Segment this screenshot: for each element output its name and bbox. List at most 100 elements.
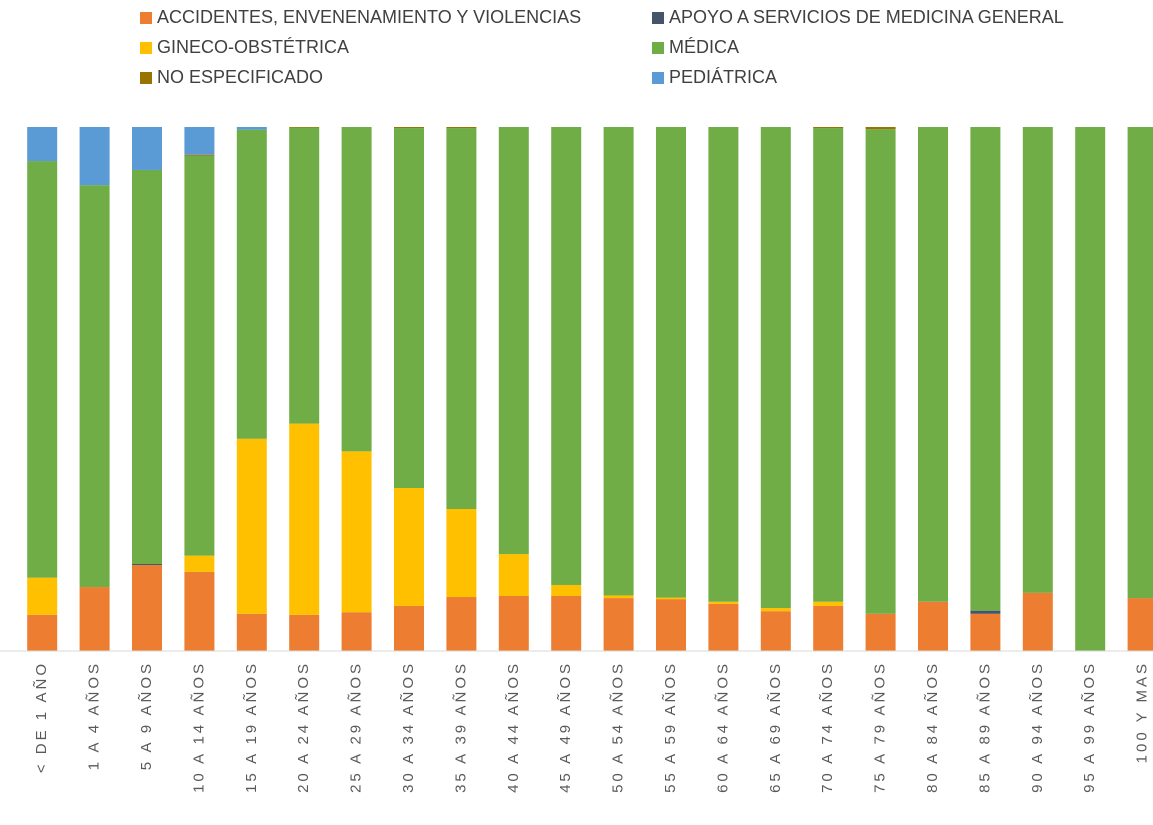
legend-swatch bbox=[140, 12, 152, 24]
bar-segment bbox=[656, 127, 686, 598]
x-tick-label: 65 A 69 AÑOS bbox=[767, 661, 784, 793]
legend-label: GINECO-OBSTÉTRICA bbox=[157, 37, 349, 57]
legend-swatch bbox=[652, 12, 664, 24]
legend-label: PEDIÁTRICA bbox=[669, 67, 777, 87]
x-tick-label: 35 A 39 AÑOS bbox=[452, 661, 469, 793]
bar-segment bbox=[1127, 598, 1153, 651]
bar-segment bbox=[1022, 127, 1053, 593]
bar-segment bbox=[813, 128, 844, 602]
bar-segment bbox=[341, 127, 372, 452]
bar-segment bbox=[813, 601, 844, 606]
bar-segment bbox=[760, 127, 791, 609]
bar-segment bbox=[446, 508, 477, 598]
bar-segment bbox=[918, 601, 948, 651]
bar-segment bbox=[813, 127, 844, 129]
bar-segment bbox=[236, 129, 267, 439]
bar-segment bbox=[1075, 127, 1106, 651]
x-tick-label: 50 A 54 AÑOS bbox=[610, 661, 627, 793]
bar-segment bbox=[394, 128, 424, 489]
x-tick-label: 30 A 34 AÑOS bbox=[400, 661, 417, 793]
bar-segment bbox=[446, 597, 477, 651]
legend-swatch bbox=[140, 72, 152, 84]
x-tick-label: 80 A 84 AÑOS bbox=[924, 661, 941, 793]
x-tick-label: 55 A 59 AÑOS bbox=[662, 661, 679, 793]
bar-segment bbox=[865, 129, 896, 614]
bar-segment bbox=[132, 127, 162, 170]
bar-segment bbox=[865, 613, 896, 651]
x-tick-label: 45 A 49 AÑOS bbox=[557, 661, 574, 793]
bar-segment bbox=[708, 127, 739, 602]
bar-segment bbox=[551, 595, 582, 651]
bar-segment bbox=[498, 127, 529, 555]
legend-label: ACCIDENTES, ENVENENAMIENTO Y VIOLENCIAS bbox=[157, 7, 581, 27]
bar-segment bbox=[551, 127, 582, 585]
legend-label: NO ESPECIFICADO bbox=[157, 67, 323, 87]
x-tick-label: 100 Y MAS bbox=[1134, 661, 1151, 763]
bar-segment bbox=[236, 613, 267, 651]
bar-segment bbox=[970, 610, 1001, 614]
bar-segment bbox=[132, 564, 162, 566]
bar-segment bbox=[27, 614, 58, 651]
bar-segment bbox=[289, 614, 320, 651]
bar-segment bbox=[970, 127, 1001, 611]
bar-segment bbox=[341, 612, 372, 651]
bar-segment bbox=[394, 127, 424, 129]
x-tick-label: 5 A 9 AÑOS bbox=[138, 661, 155, 770]
bar-segment bbox=[656, 597, 686, 600]
bar-segment bbox=[289, 127, 320, 128]
bar-segment bbox=[236, 438, 267, 614]
bar-segment bbox=[184, 127, 215, 155]
legend-label: MÉDICA bbox=[669, 37, 739, 57]
bar-segment bbox=[813, 605, 844, 651]
x-tick-label: 85 A 89 AÑOS bbox=[976, 661, 993, 793]
bar-segment bbox=[603, 595, 634, 599]
bar-segment bbox=[970, 613, 1001, 651]
bar-segment bbox=[446, 128, 477, 509]
bar-segment bbox=[865, 127, 896, 130]
legend-label: APOYO A SERVICIOS DE MEDICINA GENERAL bbox=[669, 7, 1064, 27]
bar-segment bbox=[132, 169, 162, 565]
bar-segment bbox=[289, 127, 320, 424]
bar-segment bbox=[184, 555, 215, 572]
x-tick-label: 40 A 44 AÑOS bbox=[505, 661, 522, 793]
x-tick-label: 75 A 79 AÑOS bbox=[872, 661, 889, 793]
legend-swatch bbox=[140, 42, 152, 54]
legend-swatch bbox=[652, 42, 664, 54]
bar-segment bbox=[236, 127, 267, 130]
bar-segment bbox=[394, 605, 424, 651]
x-tick-label: 20 A 24 AÑOS bbox=[295, 661, 312, 793]
bar-segment bbox=[132, 565, 162, 651]
bar-segment bbox=[184, 154, 215, 156]
bar-segment bbox=[184, 571, 215, 651]
bar-segment bbox=[1127, 127, 1153, 599]
bar-segment bbox=[603, 127, 634, 596]
x-tick-label: 95 A 99 AÑOS bbox=[1081, 661, 1098, 793]
bar-segment bbox=[27, 127, 58, 162]
bar-segment bbox=[708, 601, 739, 604]
bar-segment bbox=[79, 185, 110, 588]
bar-segment bbox=[27, 577, 58, 615]
bar-segment bbox=[498, 595, 529, 651]
bar-segment bbox=[603, 598, 634, 651]
bar-segment bbox=[760, 611, 791, 651]
bar-segment bbox=[79, 127, 110, 186]
bar-segment bbox=[184, 155, 215, 556]
bar-segment bbox=[289, 423, 320, 615]
bar-segment bbox=[394, 488, 424, 606]
bar-segment bbox=[27, 161, 58, 578]
bar-segment bbox=[656, 599, 686, 651]
x-tick-label: 10 A 14 AÑOS bbox=[190, 661, 207, 793]
bar-segment bbox=[918, 127, 948, 602]
x-tick-label: 1 A 4 AÑOS bbox=[86, 661, 103, 770]
bar-segment bbox=[79, 587, 110, 651]
x-tick-label: 15 A 19 AÑOS bbox=[243, 661, 260, 793]
bar-segment bbox=[498, 554, 529, 596]
bar-segment bbox=[1022, 592, 1053, 651]
x-tick-label: 25 A 29 AÑOS bbox=[348, 661, 365, 793]
bar-segment bbox=[446, 127, 477, 129]
bar-segment bbox=[341, 451, 372, 613]
x-tick-label: < DE 1 AÑO bbox=[33, 661, 50, 773]
bar-segment bbox=[708, 603, 739, 651]
bar-segment bbox=[551, 584, 582, 596]
